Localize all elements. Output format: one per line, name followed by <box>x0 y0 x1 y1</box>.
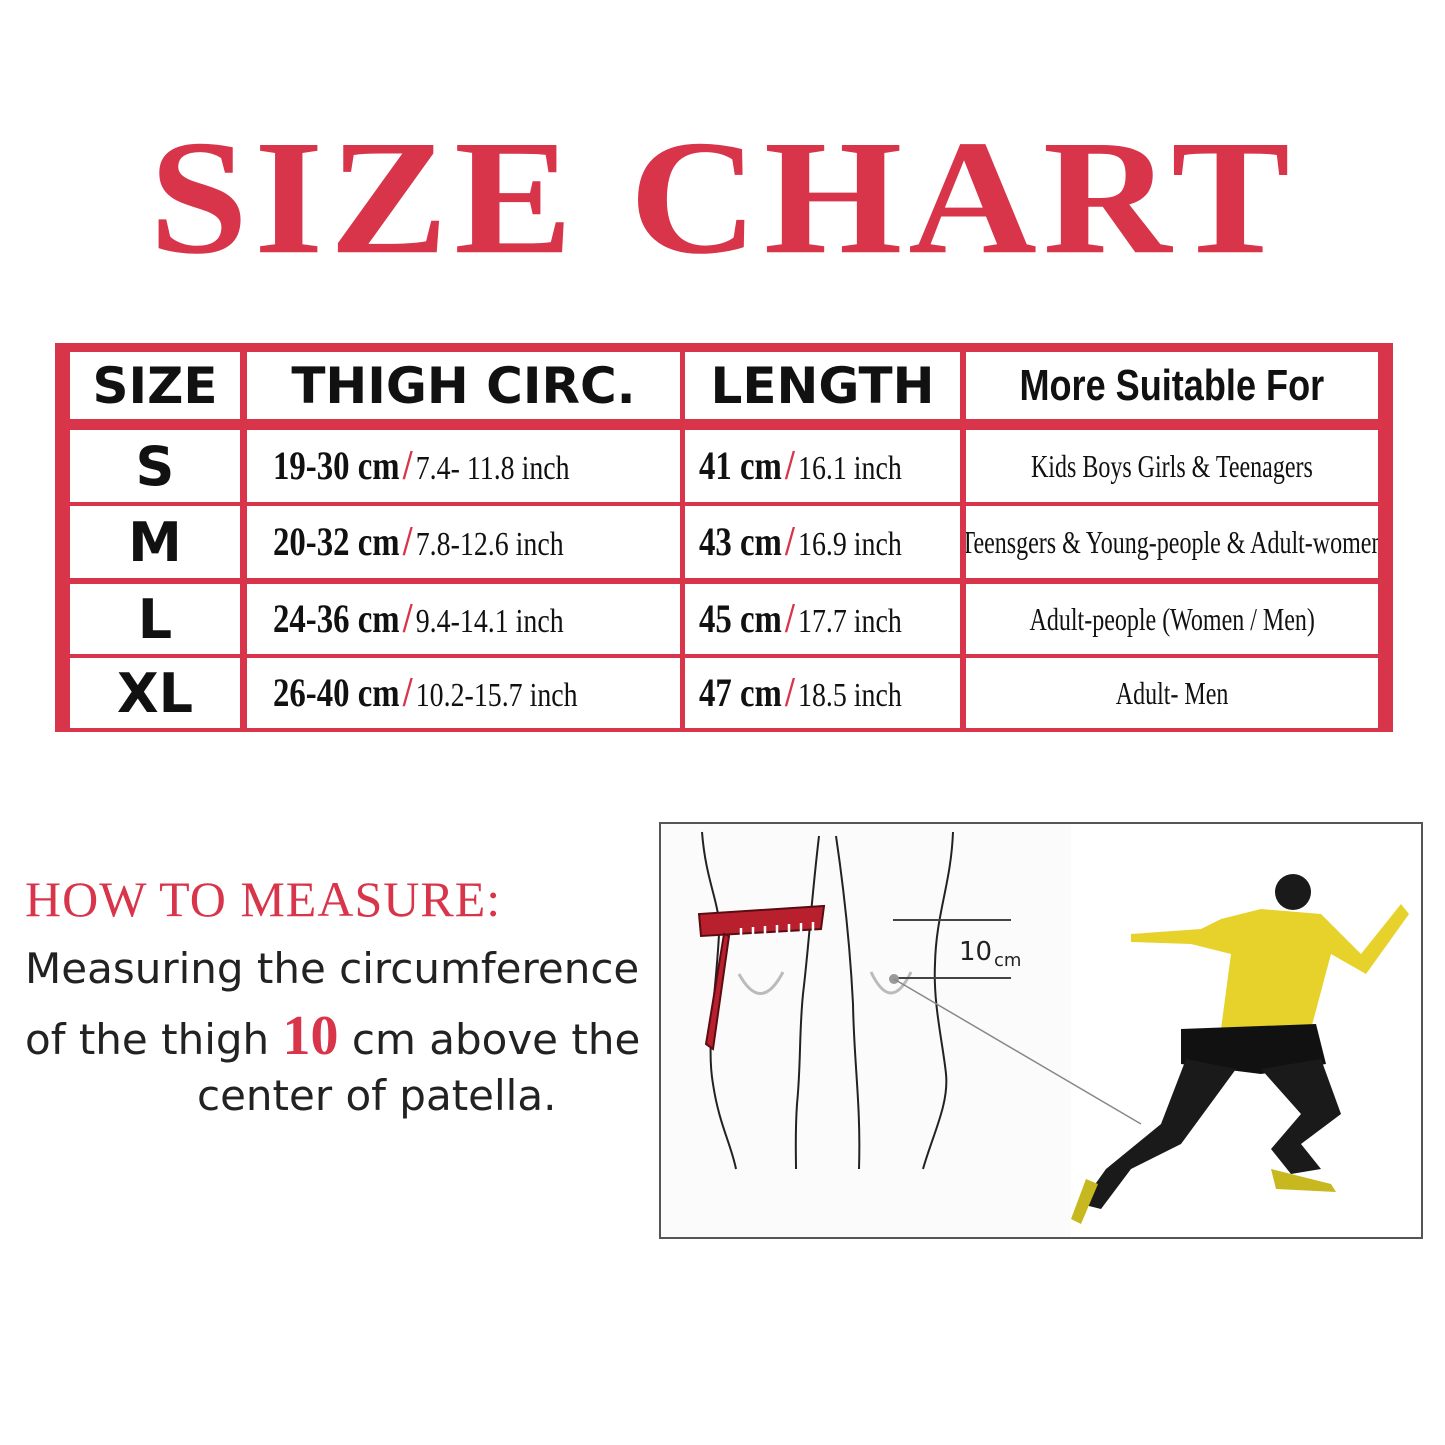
separator: / <box>785 519 795 565</box>
legs-and-runner-illustration: 10 cm <box>697 824 1421 1237</box>
thigh-inch: 7.8-12.6 inch <box>415 526 564 563</box>
suitable-for-cell: Teensgers & Young-people & Adult-women <box>966 506 1378 578</box>
size-chart-title: SIZE CHART <box>149 105 1296 289</box>
length-cm: 45 cm <box>699 596 782 641</box>
line2-text-b: cm above the <box>351 1015 641 1064</box>
suitable-for-text: Teensgers & Young-people & Adult-women <box>966 523 1378 560</box>
length-inch: 16.9 inch <box>798 526 902 563</box>
measure-instruction-line1: Measuring the circumference <box>25 944 640 993</box>
thigh-cm: 19-30 cm <box>273 443 400 488</box>
distance-marker-lines <box>893 919 1011 979</box>
thigh-circ-cell: 20-32 cm/7.8-12.6 inch <box>247 506 680 578</box>
header-length: LENGTH <box>685 352 960 419</box>
suitable-for-text: Kids Boys Girls & Teenagers <box>1031 447 1313 484</box>
thigh-cm: 20-32 cm <box>273 519 400 564</box>
thigh-circ-cell: 24-36 cm/9.4-14.1 inch <box>247 584 680 654</box>
header-thigh-circ: THIGH CIRC. <box>247 352 680 419</box>
length-inch: 18.5 inch <box>798 677 902 714</box>
header-suitable-for-text: More Suitable For <box>1019 360 1325 410</box>
thigh-cm: 24-36 cm <box>273 596 400 641</box>
length-inch: 17.7 inch <box>798 603 902 640</box>
distance-value-label: 10 <box>959 937 992 967</box>
measure-instruction-line3: center of patella. <box>197 1071 557 1120</box>
suitable-for-text: Adult- Men <box>1115 674 1229 711</box>
measurement-illustration: 10 cm <box>659 822 1423 1239</box>
length-cm: 47 cm <box>699 670 782 715</box>
runner-icon <box>1071 874 1409 1224</box>
header-suitable-for: More Suitable For <box>966 352 1378 419</box>
thigh-circ-cell: 19-30 cm/7.4- 11.8 inch <box>247 430 680 502</box>
size-cell: S <box>70 430 240 502</box>
separator: / <box>402 596 413 642</box>
tape-measure-icon <box>697 904 826 1051</box>
how-to-measure-title: HOW TO MEASURE: <box>25 871 502 927</box>
length-cell: 47 cm/18.5 inch <box>685 658 960 728</box>
suitable-for-cell: Kids Boys Girls & Teenagers <box>966 430 1378 502</box>
distance-unit-label: cm <box>994 950 1021 971</box>
header-size: SIZE <box>70 352 240 419</box>
line2-text-a: of the thigh <box>25 1015 270 1064</box>
thigh-cm: 26-40 cm <box>273 670 400 715</box>
separator: / <box>402 670 413 716</box>
length-cell: 45 cm/17.7 inch <box>685 584 960 654</box>
length-cm: 41 cm <box>699 443 782 488</box>
separator: / <box>785 596 795 642</box>
suitable-for-cell: Adult- Men <box>966 658 1378 728</box>
length-cell: 43 cm/16.9 inch <box>685 506 960 578</box>
suitable-for-cell: Adult-people (Women / Men) <box>966 584 1378 654</box>
suitable-for-text: Adult-people (Women / Men) <box>1029 600 1315 637</box>
size-cell: M <box>70 506 240 578</box>
length-cm: 43 cm <box>699 519 782 564</box>
legs-outline-icon <box>701 831 954 1170</box>
separator: / <box>402 519 413 565</box>
length-inch: 16.1 inch <box>798 450 902 487</box>
size-table: SIZE THIGH CIRC. LENGTH More Suitable Fo… <box>55 343 1393 732</box>
thigh-inch: 9.4-14.1 inch <box>415 603 564 640</box>
separator: / <box>785 670 795 716</box>
measure-instruction-line2: of the thigh 10 cm above the <box>25 1004 640 1068</box>
thigh-inch: 7.4- 11.8 inch <box>415 450 570 487</box>
separator: / <box>402 443 413 489</box>
thigh-circ-cell: 26-40 cm/10.2-15.7 inch <box>247 658 680 728</box>
size-cell: L <box>70 584 240 654</box>
thigh-inch: 10.2-15.7 inch <box>415 677 578 714</box>
separator: / <box>785 443 795 489</box>
length-cell: 41 cm/16.1 inch <box>685 430 960 502</box>
highlight-ten: 10 <box>282 1005 339 1067</box>
size-cell: XL <box>70 658 240 728</box>
